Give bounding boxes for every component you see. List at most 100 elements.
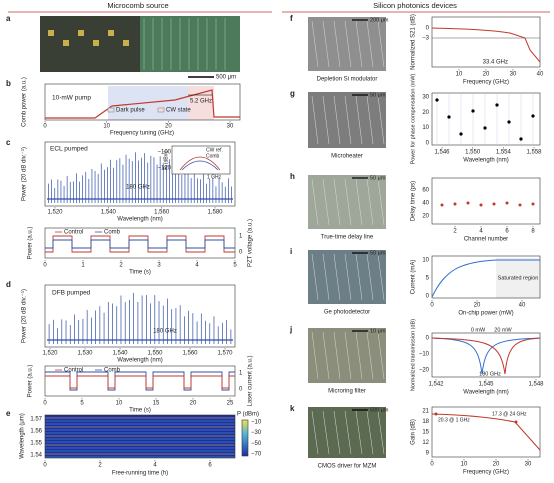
photo-detail [377,410,385,455]
y-tick-label: 30 [422,95,429,101]
label: 10-mW pump [52,95,91,102]
legend-label: Control [64,230,83,236]
point [495,103,499,107]
photo-detail [355,410,363,455]
x-tick-label: 1,546 [434,150,450,156]
axis-title: Normalized transmission (dB) [410,319,416,391]
photo-detail [344,410,352,455]
heatmap [45,415,235,458]
x-tick-label: 10 [116,401,123,407]
x-tick-label: 0 [43,463,47,469]
photo-detail [333,95,341,145]
point [479,203,483,207]
region-shade [496,258,540,298]
y-tick-label: 0 [239,387,243,393]
panel-letter: h [290,172,295,181]
photo-detail [322,20,330,68]
x-tick-label: 1,550 [465,150,481,156]
x-tick-label: 15 [153,401,160,407]
plot-frame [431,92,541,146]
y-tick-label: 9 [426,451,430,457]
x-tick-label: 8 [531,229,535,235]
photo-detail [333,20,341,68]
axis-title: PZT voltage (a.u.) [248,219,254,267]
y-tick-label: −10 [419,352,430,358]
marker [514,420,518,424]
y-tick-label: 15 [422,430,429,436]
point [453,202,457,206]
y-tick-label: −100 [157,150,171,156]
x-tick-label: 20 [165,124,172,130]
x-tick-label: 30 [227,124,234,130]
axis-title: Channel number [464,237,508,243]
x-tick-label: 20 [190,401,197,407]
label: Ge photodetector [324,310,370,316]
x-tick-label: 3 [157,263,161,269]
panel-letter: j [289,325,292,334]
photo-detail [311,95,319,145]
scale-bar-label: 50 μm [370,92,386,98]
photo-detail [355,20,363,68]
x-tick-label: 6 [208,463,212,469]
y-tick-label: 1.56 [30,429,42,435]
photo-detail [108,30,114,36]
photo-detail [48,30,54,36]
label: 180 GHz [479,371,501,377]
legend-label: 20 mW [494,327,512,333]
y-tick-label: 5 [426,276,430,282]
point [471,109,475,113]
x-tick-label: 0 [43,263,47,269]
x-tick-label: 0 [430,303,434,309]
x-tick-label: 1,540 [112,351,128,357]
label: 20.3 @ 1 GHz [438,417,470,423]
label: 17.3 @ 24 GHz [492,411,527,417]
plot-frame [431,406,541,458]
x-tick-label: 30 [525,462,532,468]
curve [431,413,541,451]
photo-detail [333,410,341,455]
x-tick-label: 10 [461,462,468,468]
axis-title: Power (20 dB div.⁻¹) [22,147,28,201]
photo-detail [333,253,341,301]
panel-letter: g [290,89,295,98]
section-header: Silicon photonics devices [373,1,457,10]
axis-title: Laser current (a.u.) [248,355,254,406]
label: 33.4 GHz [483,60,508,66]
x-tick-label: 25 [227,401,234,407]
x-tick-label: 40 [537,72,544,78]
x-tick-label: 2 [98,463,102,469]
label: ECL pumped [50,146,88,153]
x-tick-label: 1,542 [428,382,444,388]
x-tick-label: 20 [493,462,500,468]
y-tick-label: 10 [422,125,429,131]
photo-detail [311,331,319,380]
point [483,126,487,130]
scale-bar-label: 200 μm [370,17,389,23]
section-header: Microcomb source [107,1,168,10]
x-tick-label: 4 [195,263,199,269]
axis-title: Time (s) [129,270,151,276]
photo [308,17,386,71]
x-tick-label: 20 [474,303,481,309]
legend-swatch [157,107,165,113]
plot-frame [44,414,236,459]
y-tick-label: −3 [422,36,430,42]
curve [45,375,235,389]
y-tick-label: −10 [251,420,262,426]
curve [45,239,235,249]
y-tick-label: 0 [426,336,430,342]
axis-title: On-chip power (mW) [458,311,513,317]
point [531,202,535,206]
axis-title: Free-running time (h) [112,471,168,477]
point [519,137,523,141]
plot-frame [431,255,541,299]
plot-frame [44,83,241,121]
legend-label: Comb [104,230,121,236]
photo-detail [344,178,352,226]
x-tick-label: 1 [81,263,85,269]
y-tick-label: 0 [426,141,430,147]
label: CMOS driver for MZM [318,464,377,470]
x-tick-label: 1,530 [77,351,93,357]
photo [308,175,386,229]
point [492,202,496,206]
